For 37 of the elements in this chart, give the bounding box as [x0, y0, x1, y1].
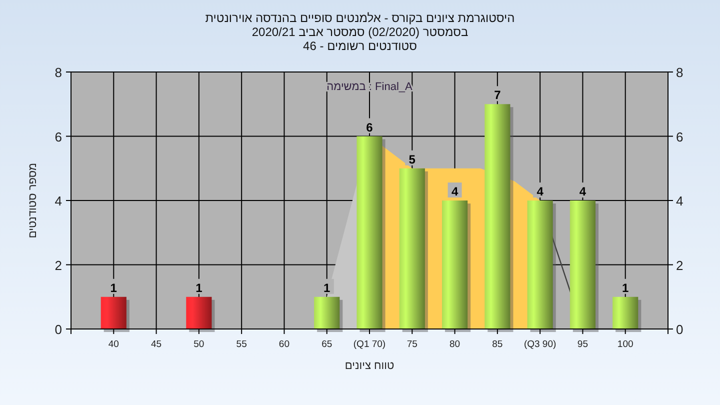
x-tick-label: 75 [406, 339, 418, 350]
y2-tick-label: 4 [676, 194, 684, 208]
y-axis-title: מספר סטודנטים [27, 162, 39, 238]
y-tick-label: 4 [54, 194, 62, 208]
y-tick-label: 2 [54, 258, 62, 273]
y2-tick-label: 6 [676, 129, 684, 144]
data-label: 6 [366, 120, 374, 134]
y2-tick-label: 2 [676, 258, 684, 273]
x-tick-label: 60 [278, 339, 290, 350]
data-label: 4 [579, 184, 586, 198]
x-tick-label: 40 [108, 339, 119, 350]
x-tick-label: 50 [194, 339, 204, 350]
y2-tick-label: 0 [676, 322, 684, 337]
x-tick-label: 80 [449, 339, 460, 350]
y-tick-label: 6 [54, 129, 62, 144]
x-tick-label: (Q1 70) [353, 339, 386, 350]
x-tick-label: 100 [617, 339, 634, 350]
x-tick-label: 65 [322, 339, 332, 350]
chart-title: היסטוגרמת ציונים בקורס - אלמנטים סופיים בהנדסה אוירונטית [205, 11, 515, 25]
data-label: 1 [622, 280, 630, 295]
x-tick-label: 95 [577, 339, 588, 350]
chart-subtitle: בסמסטר (02/2020) סמסטר אביב 2020/21 סטודנטים רשומים - 46 [252, 25, 468, 53]
data-label: 1 [110, 280, 118, 295]
x-tick-label: 45 [150, 339, 162, 350]
x-tick-label: 85 [492, 339, 503, 350]
y2-tick-label: 8 [676, 65, 684, 80]
data-label: 4 [536, 184, 544, 198]
x-tick-label: (Q3 90) [524, 339, 556, 350]
y-tick-label: 8 [54, 65, 62, 80]
data-label: 4 [451, 184, 458, 198]
data-label: 1 [196, 280, 203, 295]
data-label: 1 [324, 280, 331, 295]
data-label: 5 [408, 152, 416, 166]
x-axis-title: טווח ציונים [344, 360, 394, 372]
y-tick-label: 0 [54, 322, 62, 337]
data-label: 7 [494, 88, 502, 102]
x-tick-label: 55 [236, 339, 247, 350]
